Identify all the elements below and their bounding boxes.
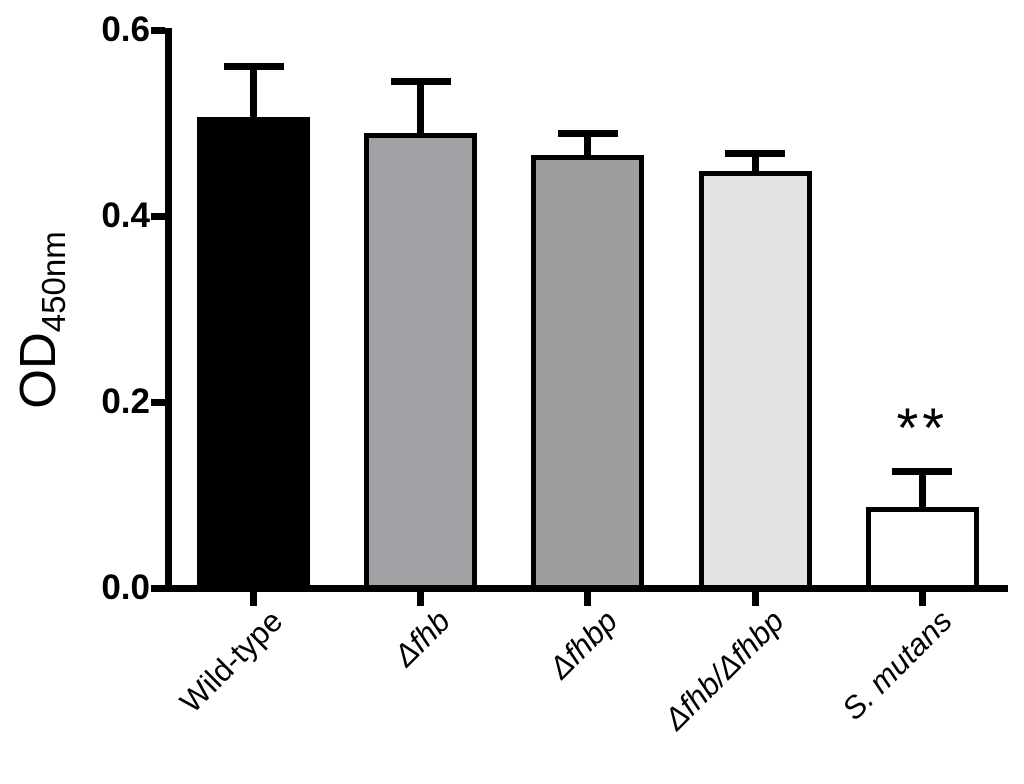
y-axis-tick-label-0.6: 0.6 bbox=[101, 10, 150, 49]
error-bar-cap-fhb bbox=[390, 78, 451, 86]
bar-wild-type bbox=[197, 117, 310, 592]
error-bar-stem-fhb bbox=[417, 78, 425, 137]
error-bar-cap-s-mutans bbox=[892, 468, 953, 476]
error-bar-stem-wild-type bbox=[250, 62, 257, 121]
y-axis-tick-0.4 bbox=[151, 212, 165, 220]
y-axis-tick-label-0.4: 0.4 bbox=[101, 196, 150, 235]
x-axis-tick-fhbp bbox=[584, 591, 592, 606]
y-axis-tick-0.6 bbox=[151, 26, 165, 34]
x-axis-label-wild-type: Wild-type bbox=[173, 603, 290, 720]
x-axis-tick-fhb bbox=[417, 591, 425, 606]
error-bar-stem-s-mutans bbox=[918, 468, 926, 511]
x-axis-tick-wild-type bbox=[250, 591, 257, 606]
y-axis-tick-label-0.2: 0.2 bbox=[101, 382, 150, 421]
x-axis-label-s-mutans: S. mutans bbox=[834, 603, 959, 727]
x-axis-label-fhb: Δfhb bbox=[386, 603, 457, 674]
y-axis-tick-0.2 bbox=[151, 398, 165, 406]
x-axis-label-fhb-fhbp: Δfhb/Δfhbp bbox=[657, 603, 792, 737]
y-axis-tick-label-0.0: 0.0 bbox=[101, 568, 150, 607]
bar-fhb-fhbp bbox=[698, 171, 812, 592]
x-axis-line bbox=[165, 584, 1008, 592]
y-axis-line bbox=[165, 28, 172, 592]
error-bar-cap-wild-type bbox=[223, 62, 284, 70]
error-bar-cap-fhbp bbox=[557, 130, 618, 138]
significance-annotation: ** bbox=[896, 396, 949, 460]
error-bar-stem-fhbp bbox=[584, 130, 592, 158]
bar-s-mutans bbox=[865, 507, 979, 592]
x-axis-tick-fhb-fhbp bbox=[751, 591, 759, 606]
y-axis-title-subscript: 450nm bbox=[35, 231, 72, 333]
bar-fhb bbox=[364, 133, 478, 592]
error-bar-cap-fhb-fhbp bbox=[725, 149, 786, 157]
x-axis-tick-s-mutans bbox=[918, 591, 926, 606]
bar-fhbp bbox=[531, 154, 645, 592]
y-axis-tick-0.0 bbox=[151, 584, 165, 592]
error-bar-stem-fhb-fhbp bbox=[751, 149, 759, 175]
x-axis-label-fhbp: Δfhbp bbox=[541, 603, 624, 686]
